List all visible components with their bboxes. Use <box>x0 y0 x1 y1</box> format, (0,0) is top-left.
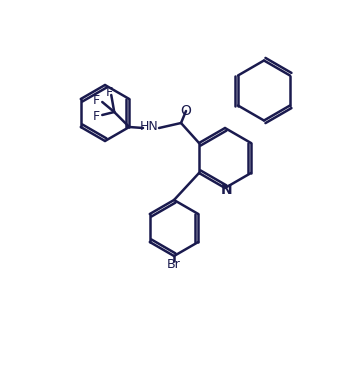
Text: F: F <box>93 93 100 106</box>
Text: Br: Br <box>167 258 181 270</box>
Text: O: O <box>181 104 191 118</box>
Text: F: F <box>93 110 100 124</box>
Text: HN: HN <box>140 120 159 132</box>
Text: N: N <box>221 183 233 197</box>
Text: F: F <box>106 85 113 99</box>
